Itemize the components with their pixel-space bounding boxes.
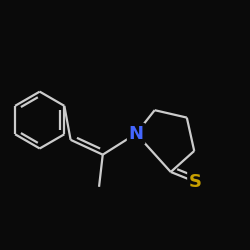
Text: N: N [128, 125, 144, 143]
Text: S: S [189, 173, 202, 191]
